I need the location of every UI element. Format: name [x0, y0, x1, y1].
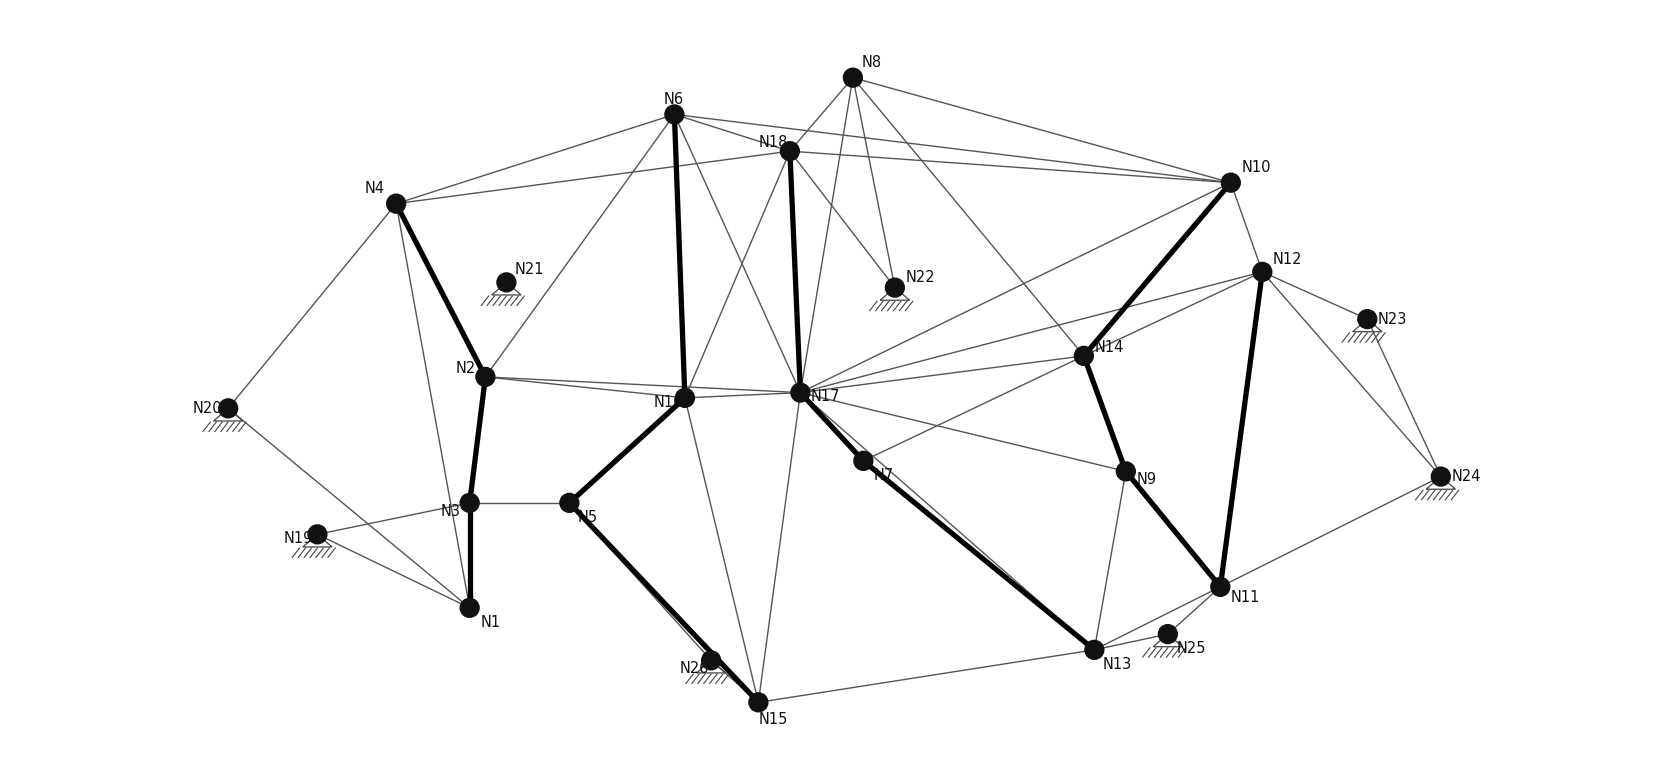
Circle shape: [886, 278, 905, 297]
Text: N9: N9: [1137, 472, 1157, 488]
Circle shape: [1085, 640, 1103, 659]
Circle shape: [1432, 467, 1450, 486]
Circle shape: [855, 452, 873, 470]
Circle shape: [664, 105, 684, 124]
Circle shape: [781, 142, 799, 161]
Text: N19: N19: [284, 531, 314, 546]
Circle shape: [1212, 577, 1230, 596]
Circle shape: [749, 693, 768, 712]
Text: N14: N14: [1095, 340, 1123, 355]
Text: N26: N26: [679, 661, 709, 676]
Circle shape: [701, 651, 721, 670]
Circle shape: [219, 399, 237, 418]
Text: N13: N13: [1103, 657, 1132, 672]
Circle shape: [1117, 462, 1135, 480]
Circle shape: [497, 273, 516, 292]
Circle shape: [561, 494, 579, 512]
Circle shape: [791, 383, 809, 402]
Text: N8: N8: [861, 55, 881, 70]
Text: N17: N17: [811, 389, 841, 404]
Circle shape: [1222, 173, 1240, 192]
Text: N7: N7: [875, 468, 895, 483]
Circle shape: [309, 525, 327, 544]
Text: N23: N23: [1379, 312, 1407, 327]
Circle shape: [1253, 262, 1272, 282]
Circle shape: [1075, 346, 1093, 365]
Text: N3: N3: [441, 504, 461, 519]
Text: N22: N22: [905, 270, 935, 285]
Circle shape: [676, 388, 694, 407]
Text: N5: N5: [577, 510, 598, 525]
Text: N4: N4: [364, 182, 386, 197]
Text: N11: N11: [1230, 590, 1260, 604]
Text: N12: N12: [1273, 252, 1302, 267]
Text: N2: N2: [456, 361, 476, 376]
Circle shape: [1158, 625, 1177, 644]
Text: N25: N25: [1177, 641, 1205, 656]
Circle shape: [1359, 310, 1377, 328]
Text: N21: N21: [514, 262, 544, 277]
Text: N20: N20: [192, 401, 222, 416]
Text: N10: N10: [1242, 161, 1270, 176]
Text: N1: N1: [481, 615, 501, 630]
Circle shape: [461, 598, 479, 617]
Text: N18: N18: [758, 135, 788, 151]
Circle shape: [387, 194, 406, 213]
Text: N15: N15: [758, 711, 788, 727]
Circle shape: [843, 68, 863, 87]
Text: N24: N24: [1452, 469, 1480, 484]
Text: N6: N6: [664, 92, 684, 107]
Circle shape: [461, 494, 479, 512]
Text: N16: N16: [653, 395, 683, 410]
Circle shape: [476, 367, 496, 386]
